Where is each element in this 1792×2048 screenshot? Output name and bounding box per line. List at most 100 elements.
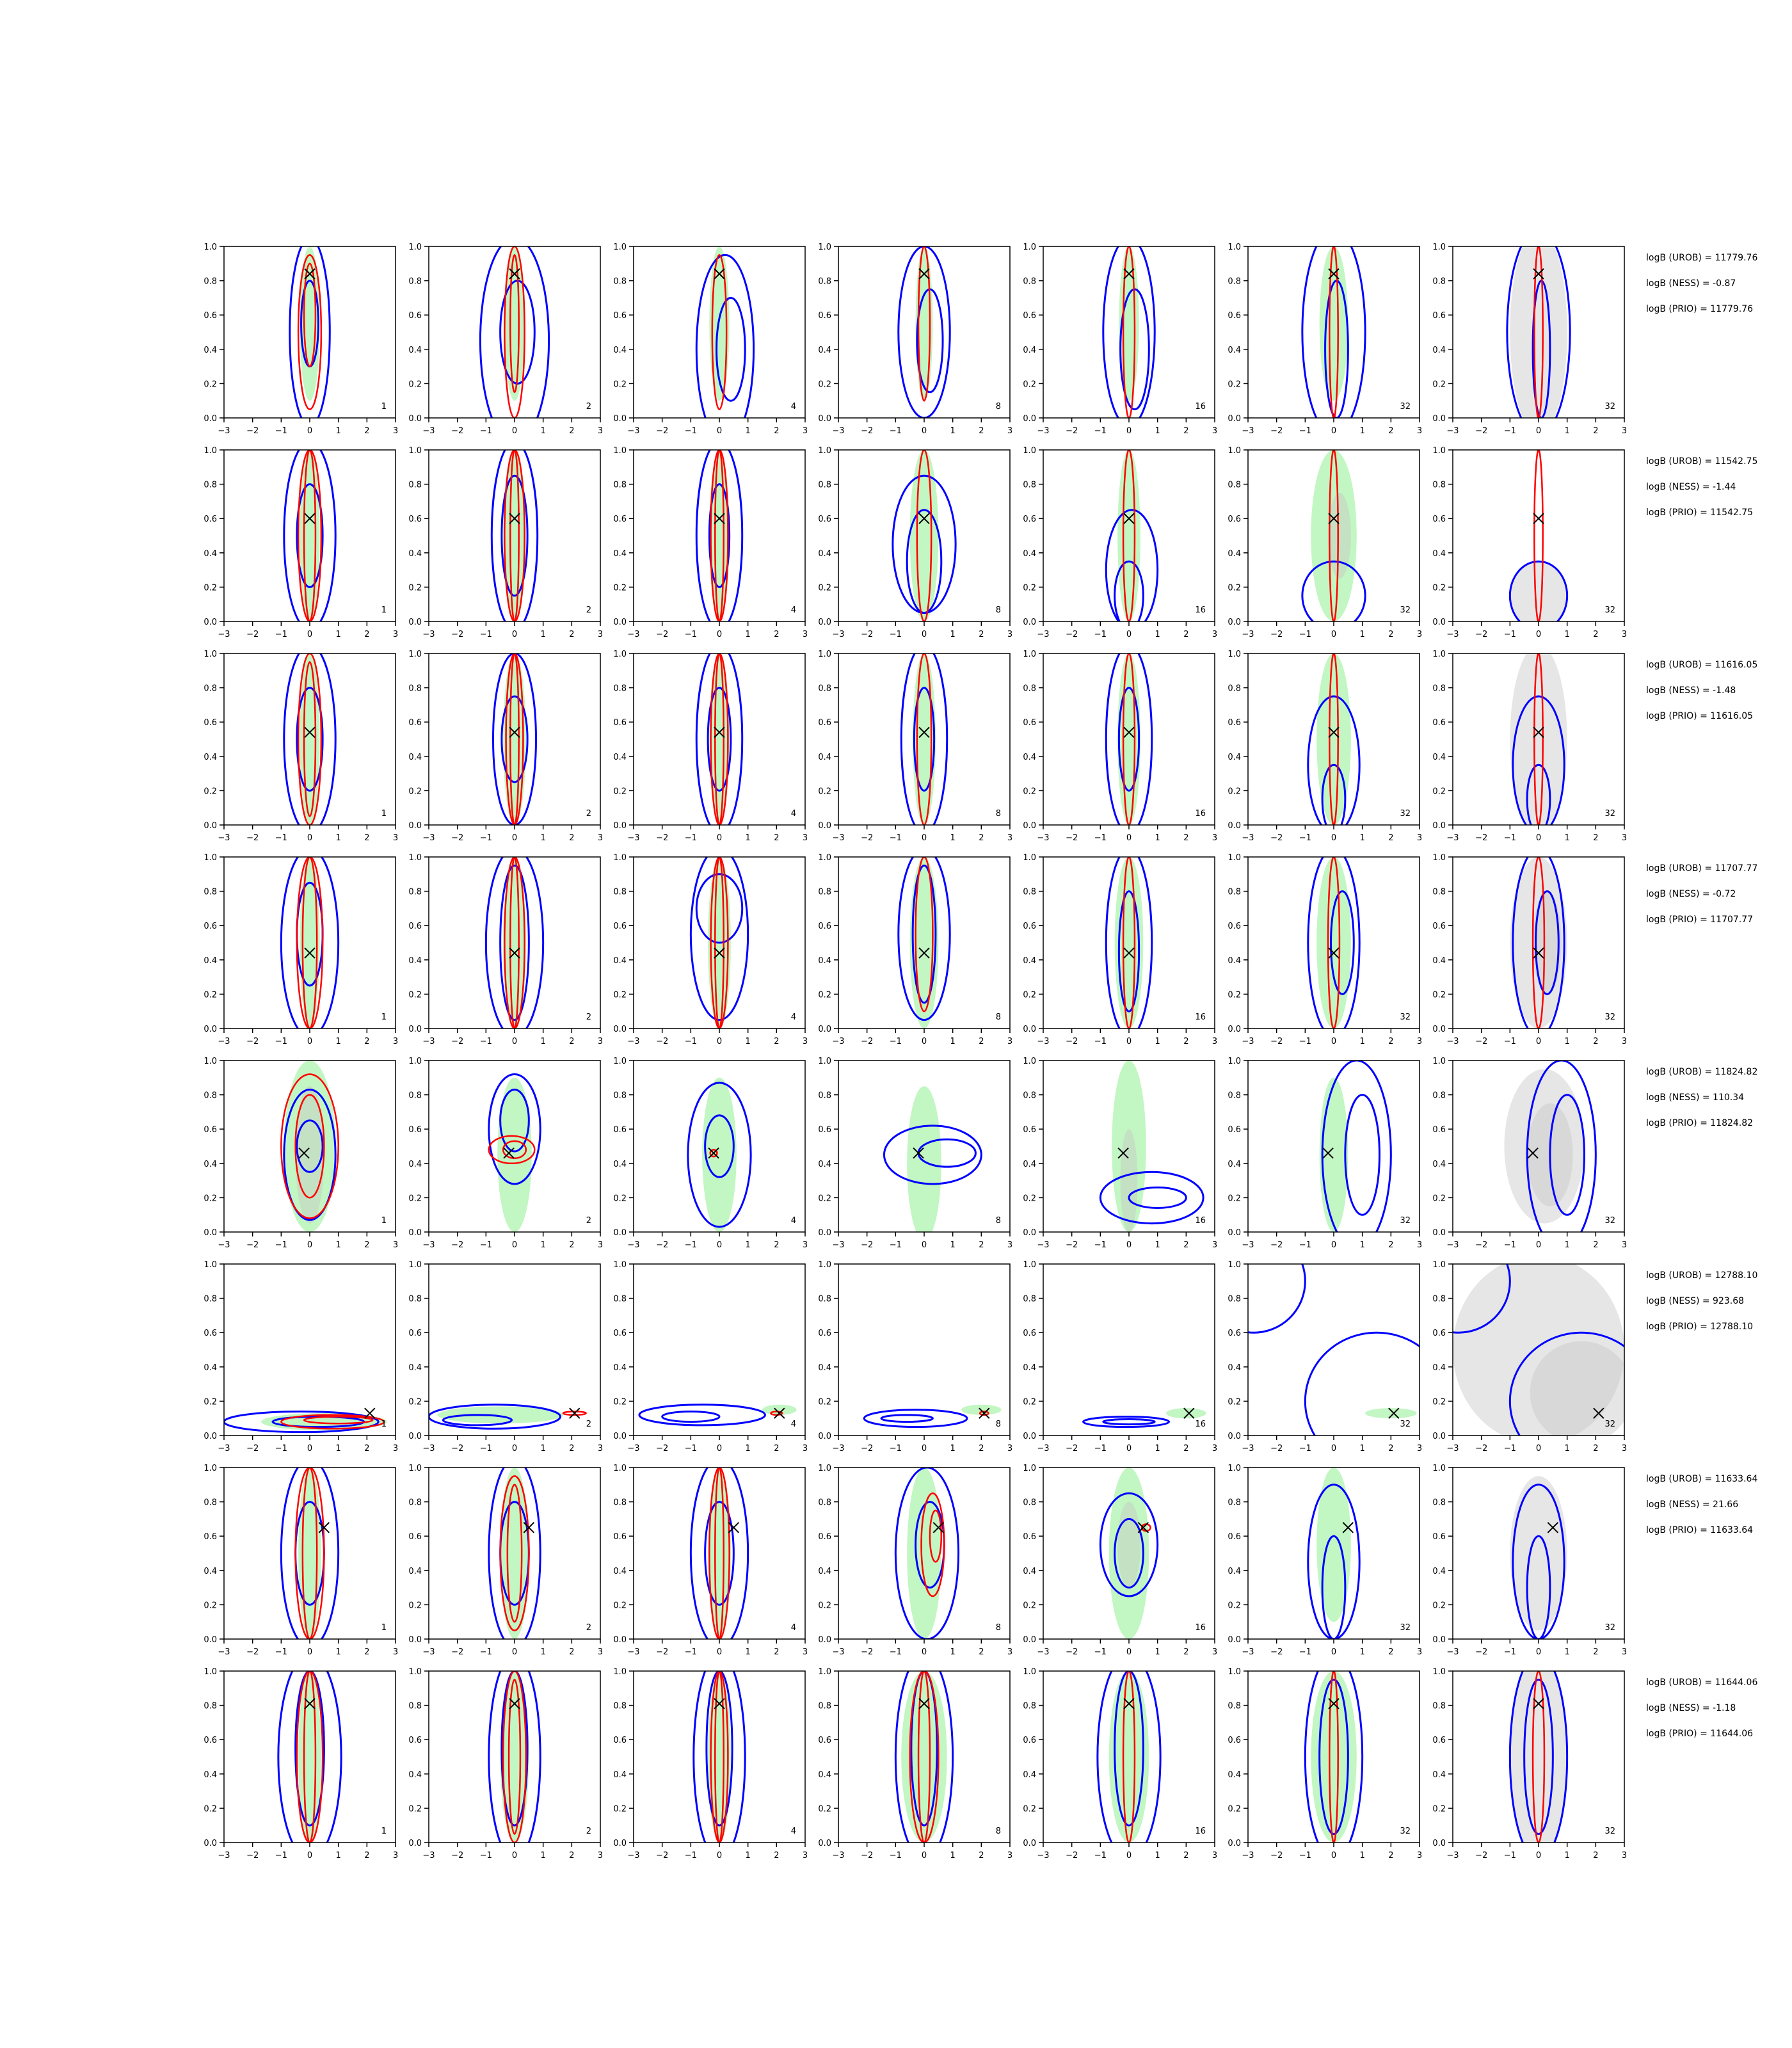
truth-marker-stroke: [714, 947, 725, 959]
blue-contour: [296, 483, 324, 588]
x-tick-label: 1: [1360, 1851, 1365, 1860]
y-tick-label: 0.8: [204, 1702, 217, 1711]
x-tick-label: 0: [307, 1037, 312, 1046]
truth-marker: [304, 1698, 316, 1709]
truth-marker: [509, 1698, 520, 1709]
plot-area: [429, 1404, 587, 1430]
x-tick-label: 2: [1388, 1037, 1393, 1046]
logb-annotation: logB (UROB) = 11707.77: [1646, 863, 1757, 874]
red-contour: [929, 1509, 943, 1563]
x-tick-label: −1: [275, 1037, 287, 1046]
x-tick-label: −2: [451, 1037, 463, 1046]
y-tick-label: 0.2: [1023, 990, 1036, 1000]
y-tick-label: 0.0: [1432, 1228, 1446, 1238]
x-tick-label: −3: [627, 1444, 639, 1453]
x-tick-label: 1: [1565, 1240, 1570, 1250]
x-tick-label: 1: [1565, 1647, 1570, 1657]
truth-marker-stroke: [304, 1698, 316, 1709]
x-tick-label: −1: [480, 1240, 492, 1250]
green-density-region: [300, 450, 320, 621]
panel-background: [1453, 1468, 1624, 1639]
x-tick-label: 3: [1212, 630, 1217, 639]
y-tick-label: 1.0: [613, 1260, 627, 1270]
panel-r7-c6: 0.0 0.2 0.4 0.6 0.8 1.0 −3 −2 −1 0 1 2 3 32: [1228, 1464, 1422, 1657]
blue-contour: [500, 695, 529, 783]
x-tick-label: 2: [1593, 1037, 1598, 1046]
x-tick-label: 2: [569, 426, 574, 436]
logb-annotation: logB (UROB) = 11542.75: [1646, 456, 1757, 467]
y-tick-label: 0.8: [1023, 684, 1036, 694]
y-tick-label: 0.0: [204, 1228, 217, 1238]
y-tick-label: 0.6: [204, 1329, 217, 1338]
x-tick-label: −1: [275, 833, 287, 843]
x-tick-label: 1: [950, 1647, 956, 1657]
truth-marker: [918, 268, 930, 280]
y-tick-label: 0.4: [1432, 753, 1446, 762]
panel-r5-c1: 0.0 0.2 0.4 0.6 0.8 1.0 −3 −2 −1 0 1 2 3 1: [204, 1057, 398, 1250]
red-contour: [303, 450, 317, 621]
logb-annotation: logB (UROB) = 11779.76: [1646, 253, 1757, 263]
y-tick-label: 0.4: [818, 956, 831, 966]
x-tick-label: 3: [1007, 833, 1012, 843]
red-contour: [979, 1411, 989, 1416]
y-tick-label: 0.8: [1432, 888, 1446, 897]
truth-marker-stroke: [714, 1698, 725, 1709]
y-tick-label: 0.4: [408, 1160, 422, 1169]
x-tick-label: 0: [1331, 630, 1336, 639]
red-contour: [508, 1679, 522, 1835]
blue-contour: [883, 1124, 982, 1185]
y-tick-label: 0.8: [818, 1702, 831, 1711]
x-tick-label: 0: [512, 833, 517, 843]
truth-marker: [1527, 1148, 1539, 1159]
blue-contour: [1526, 1535, 1551, 1639]
red-contour: [714, 1671, 724, 1843]
blue-contour: [911, 864, 937, 1004]
y-tick-label: 1.0: [204, 243, 217, 252]
logb-annotation: logB (NESS) = -1.18: [1646, 1703, 1736, 1713]
blue-contour: [1105, 653, 1153, 825]
x-tick-label: −1: [1094, 1444, 1107, 1453]
x-tick-label: 1: [541, 1851, 546, 1860]
x-tick-label: 2: [1183, 630, 1188, 639]
plot-area: [280, 1060, 339, 1232]
truth-marker: [1322, 1148, 1334, 1159]
x-tick-label: −2: [861, 1444, 873, 1453]
grey-density-region: [1510, 561, 1567, 621]
y-tick-label: 0.8: [613, 481, 627, 490]
truth-marker-stroke: [509, 726, 520, 738]
blue-contour: [1321, 1060, 1392, 1232]
red-contour: [920, 1492, 945, 1597]
blue-contour: [1114, 560, 1144, 621]
x-tick-label: 1: [746, 1037, 751, 1046]
plot-area: [1301, 450, 1366, 621]
y-tick-label: 0.2: [408, 990, 422, 1000]
x-tick-label: −2: [1066, 833, 1078, 843]
truth-marker: [1533, 513, 1544, 524]
truth-marker-stroke: [1117, 1148, 1129, 1159]
y-tick-label: 1.0: [1228, 446, 1241, 456]
y-tick-label: 1.0: [818, 1260, 831, 1270]
y-tick-label: 1.0: [1228, 853, 1241, 863]
x-tick-label: −2: [1475, 1240, 1487, 1250]
y-tick-label: 0.2: [408, 380, 422, 389]
truth-marker-stroke: [318, 1522, 330, 1533]
x-tick-label: −1: [685, 1444, 697, 1453]
panel-r6-c3: 0.0 0.2 0.4 0.6 0.8 1.0 −3 −2 −1 0 1 2 3 4: [613, 1260, 808, 1453]
x-tick-label: 3: [1622, 1851, 1627, 1860]
truth-marker-stroke: [714, 513, 725, 524]
y-tick-label: 0.2: [1432, 583, 1446, 593]
truth-marker-stroke: [1123, 726, 1135, 738]
plot-area: [1099, 1468, 1159, 1639]
blue-contour: [1523, 1678, 1554, 1836]
y-tick-label: 0.8: [818, 1295, 831, 1304]
y-tick-label: 0.8: [408, 684, 422, 694]
y-tick-label: 0.4: [204, 1770, 217, 1780]
x-tick-label: 3: [803, 630, 808, 639]
y-tick-label: 0.8: [204, 277, 217, 287]
green-density-region: [437, 1406, 563, 1424]
panel-label: 16: [1195, 1827, 1206, 1836]
x-tick-label: −2: [861, 630, 873, 639]
truth-marker-stroke: [1342, 1522, 1354, 1533]
plot-area: [283, 450, 337, 621]
